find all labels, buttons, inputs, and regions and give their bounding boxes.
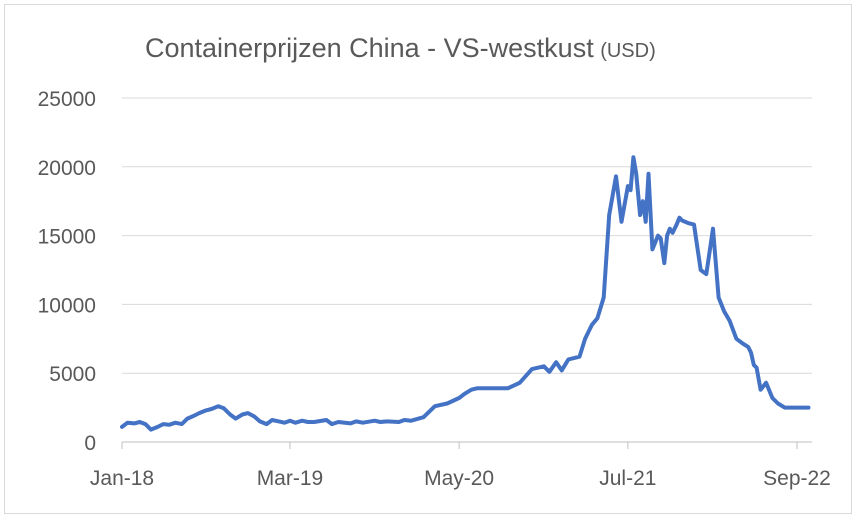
x-tick-label: Jul-21 — [599, 467, 656, 490]
series-layer — [120, 155, 811, 432]
y-tick-label: 20000 — [38, 157, 96, 180]
x-tick-label: May-20 — [424, 467, 494, 490]
chart-frame — [4, 4, 852, 514]
x-tick-label: Sep-22 — [763, 467, 831, 490]
chart-title-group: Containerprijzen China - VS-westkust (US… — [145, 33, 656, 63]
x-tick-label: Mar-19 — [257, 467, 324, 490]
chart-title: Containerprijzen China - VS-westkust — [145, 33, 594, 63]
y-tick-label: 15000 — [38, 226, 96, 249]
y-tick-label: 10000 — [38, 294, 96, 317]
series-line — [120, 155, 811, 432]
y-tick-label: 5000 — [49, 363, 96, 386]
y-tick-label: 25000 — [38, 88, 96, 111]
chart-title-unit: (USD) — [600, 40, 656, 62]
x-tick-label: Jan-18 — [90, 467, 154, 490]
x-axis: Jan-18 Mar-19 May-20 Jul-21 Sep-22 — [90, 441, 831, 490]
y-tick-label: 0 — [84, 432, 96, 455]
y-axis: 0 5000 10000 15000 20000 25000 — [38, 88, 96, 455]
gridlines — [122, 97, 812, 374]
